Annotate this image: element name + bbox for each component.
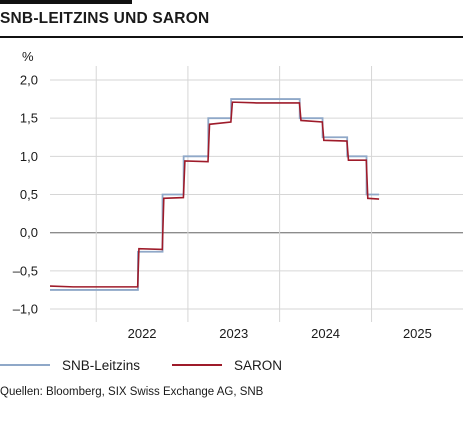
legend-item-saron: SARON — [172, 356, 282, 374]
y-tick-label: 0,5 — [20, 187, 38, 202]
source-note: Quellen: Bloomberg, SIX Swiss Exchange A… — [0, 386, 264, 398]
y-tick-label: 2,0 — [20, 73, 38, 88]
y-tick-label: 1,0 — [20, 149, 38, 164]
line-chart: –1,0 –0,5 0,0 0,5 1,0 1,5 2,0% 2022 2023 2024 2025 — [13, 49, 463, 341]
legend-swatch-snb-leitzins — [0, 364, 50, 366]
x-tick-label: 2024 — [311, 326, 340, 341]
x-tick-label: 2022 — [128, 326, 157, 341]
y-tick-label: 0,0 — [20, 225, 38, 240]
y-tick-label: –1,0 — [13, 302, 38, 317]
header-accent-bar — [0, 0, 132, 4]
legend-label-saron: SARON — [234, 357, 283, 373]
legend-label-snb-leitzins: SNB-Leitzins — [62, 357, 141, 373]
x-tick-label: 2025 — [403, 326, 432, 341]
legend-swatch-saron — [172, 364, 222, 366]
y-axis-unit-label: % — [22, 49, 34, 64]
y-tick-label: 1,5 — [20, 111, 38, 126]
title-underline — [0, 36, 463, 38]
series-line-saron — [49, 101, 380, 288]
chart-title: SNB-LEITZINS UND SARON — [0, 10, 210, 27]
x-tick-label: 2023 — [219, 326, 248, 341]
legend-item-snb-leitzins: SNB-Leitzins — [0, 356, 140, 374]
y-tick-label: –0,5 — [13, 263, 38, 278]
